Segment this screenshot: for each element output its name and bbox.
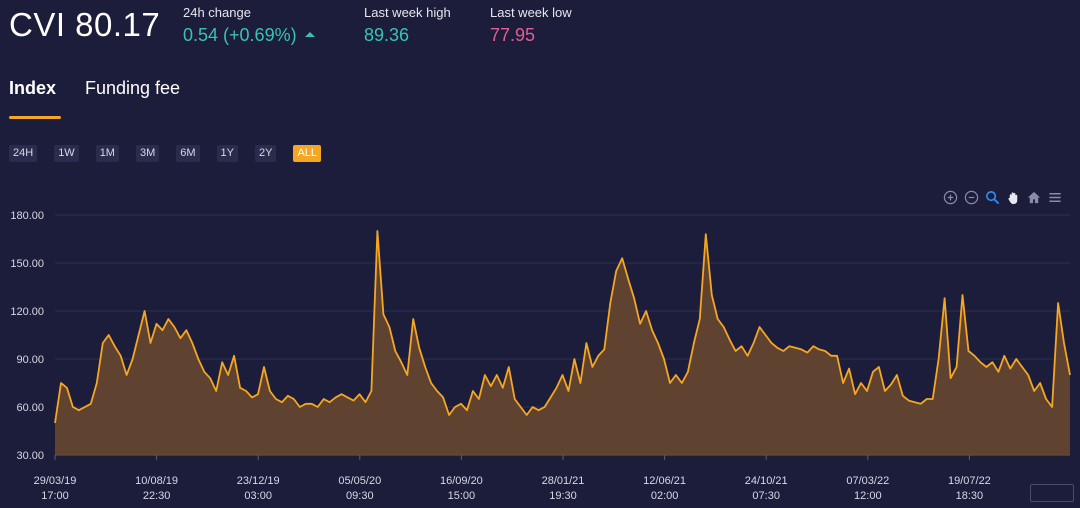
range-3m-button[interactable]: 3M <box>135 145 160 162</box>
change-value-row: 0.54 (+0.69%) <box>183 25 315 46</box>
x-tick-time: 22:30 <box>143 490 171 502</box>
zoom-out-icon[interactable] <box>963 189 979 205</box>
range-2y-button[interactable]: 2Y <box>255 145 277 162</box>
low-stat: Last week low 77.95 <box>490 5 572 46</box>
x-tick-date: 28/01/21 <box>542 475 585 487</box>
zoom-select-icon[interactable] <box>984 189 1000 205</box>
x-tick-time: 02:00 <box>651 490 679 502</box>
x-tick-time: 09:30 <box>346 490 374 502</box>
chart-toolbar <box>942 189 1063 205</box>
change-value: 0.54 (+0.69%) <box>183 25 297 45</box>
change-stat: 24h change 0.54 (+0.69%) <box>183 5 315 46</box>
active-tab-indicator <box>9 116 61 119</box>
y-tick-label: 90.00 <box>16 354 44 366</box>
x-tick-time: 18:30 <box>956 490 984 502</box>
x-tick-date: 16/09/20 <box>440 475 483 487</box>
watermark-logo <box>1030 484 1074 502</box>
x-tick-date: 24/10/21 <box>745 475 788 487</box>
x-tick-time: 03:00 <box>244 490 272 502</box>
x-tick-date: 07/03/22 <box>846 475 889 487</box>
y-tick-label: 60.00 <box>16 402 44 414</box>
menu-icon[interactable] <box>1047 189 1063 205</box>
home-icon[interactable] <box>1026 189 1042 205</box>
series-area-fill <box>55 231 1070 455</box>
x-tick-time: 07:30 <box>752 490 780 502</box>
x-tick-date: 19/07/22 <box>948 475 991 487</box>
series-line <box>54 230 1071 424</box>
range-selector: 24H 1W 1M 3M 6M 1Y 2Y ALL <box>9 145 338 162</box>
range-24h-button[interactable]: 24H <box>9 145 38 162</box>
range-1y-button[interactable]: 1Y <box>216 145 238 162</box>
range-6m-button[interactable]: 6M <box>176 145 200 162</box>
x-tick-date: 10/08/19 <box>135 475 178 487</box>
x-tick-time: 15:00 <box>448 490 476 502</box>
range-1w-button[interactable]: 1W <box>54 145 79 162</box>
x-tick-date: 05/05/20 <box>338 475 381 487</box>
x-axis: 29/03/19 17:00 10/08/19 22:30 23/12/19 03:00 0… <box>34 454 1070 502</box>
high-label: Last week high <box>364 5 451 20</box>
x-tick-date: 23/12/19 <box>237 475 280 487</box>
caret-up-icon <box>304 32 315 37</box>
y-tick-label: 120.00 <box>10 306 44 318</box>
y-tick-label: 30.00 <box>16 450 44 462</box>
x-tick-time: 19:30 <box>549 490 577 502</box>
x-tick-time: 17:00 <box>41 490 69 502</box>
page-title: CVI 80.17 <box>9 6 161 43</box>
tab-index[interactable]: Index <box>9 78 57 98</box>
x-tick-date: 12/06/21 <box>643 475 686 487</box>
change-label: 24h change <box>183 5 251 20</box>
zoom-in-icon[interactable] <box>942 189 958 205</box>
tab-funding-fee[interactable]: Funding fee <box>85 78 181 98</box>
x-tick-date: 29/03/19 <box>34 475 77 487</box>
low-value: 77.95 <box>490 25 536 45</box>
range-all-button[interactable]: ALL <box>293 145 322 162</box>
high-stat: Last week high 89.36 <box>364 5 451 46</box>
x-tick-time: 12:00 <box>854 490 882 502</box>
pan-hand-icon[interactable] <box>1005 189 1021 205</box>
y-tick-label: 150.00 <box>10 258 44 270</box>
range-1m-button[interactable]: 1M <box>95 145 119 162</box>
high-value: 89.36 <box>364 25 410 45</box>
low-label: Last week low <box>490 5 572 20</box>
y-tick-label: 180.00 <box>10 210 44 222</box>
y-axis: 30.00 60.00 90.00 120.00 150.00 180.00 <box>10 210 44 462</box>
